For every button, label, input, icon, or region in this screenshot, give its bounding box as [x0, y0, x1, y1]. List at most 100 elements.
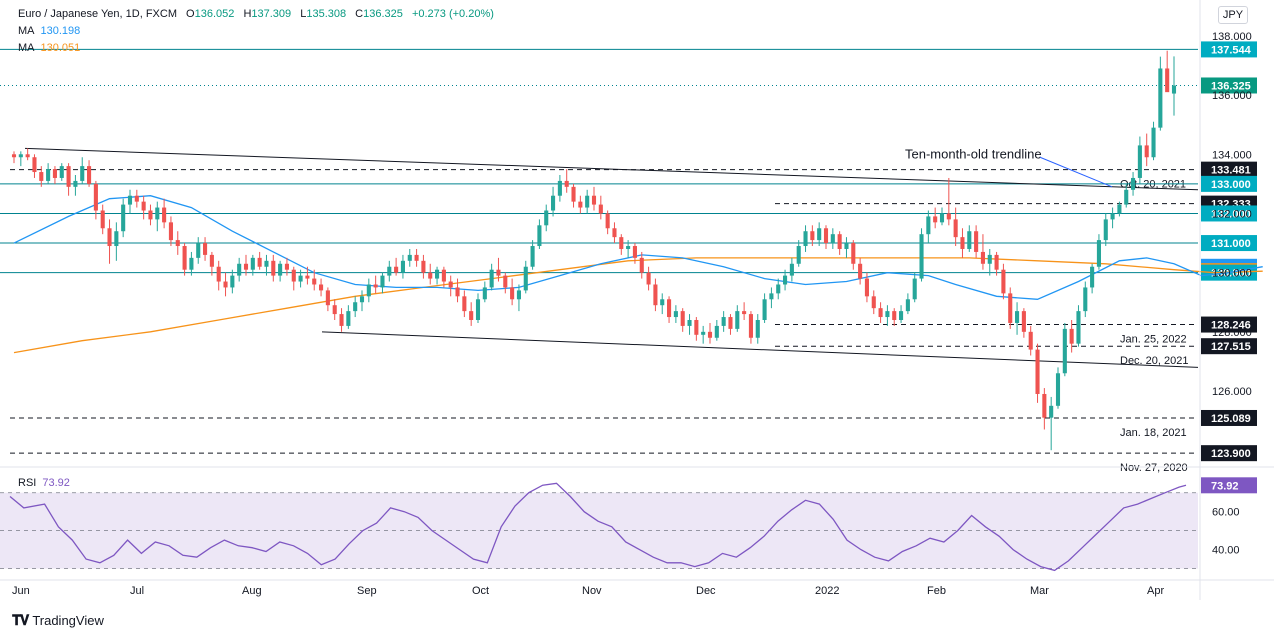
- candle-body[interactable]: [851, 243, 856, 264]
- candle-body[interactable]: [1042, 393, 1047, 418]
- candle-body[interactable]: [899, 311, 904, 320]
- candle-body[interactable]: [878, 308, 883, 318]
- candle-body[interactable]: [448, 281, 453, 288]
- candle-body[interactable]: [748, 314, 753, 338]
- candle-body[interactable]: [1028, 331, 1033, 350]
- candle-body[interactable]: [346, 311, 351, 326]
- candle-body[interactable]: [864, 278, 869, 297]
- candle-body[interactable]: [182, 246, 187, 270]
- candle-body[interactable]: [441, 269, 446, 282]
- candle-body[interactable]: [93, 183, 98, 211]
- candle-body[interactable]: [783, 275, 788, 285]
- candle-body[interactable]: [653, 284, 658, 306]
- candle-body[interactable]: [421, 260, 426, 273]
- candle-body[interactable]: [673, 311, 678, 318]
- candle-body[interactable]: [1015, 311, 1020, 323]
- candle-body[interactable]: [1035, 349, 1040, 394]
- candle-body[interactable]: [387, 266, 392, 276]
- candle-body[interactable]: [960, 237, 965, 249]
- candle-body[interactable]: [134, 195, 139, 202]
- candle-body[interactable]: [523, 266, 528, 291]
- candle-body[interactable]: [612, 228, 617, 238]
- candle-body[interactable]: [366, 284, 371, 297]
- candle-body[interactable]: [141, 201, 146, 211]
- candle-body[interactable]: [1103, 219, 1108, 241]
- candle-body[interactable]: [571, 186, 576, 202]
- candle-body[interactable]: [933, 216, 938, 223]
- candle-body[interactable]: [1062, 328, 1067, 374]
- candle-body[interactable]: [1137, 145, 1142, 178]
- candle-body[interactable]: [605, 213, 610, 229]
- candle-body[interactable]: [325, 290, 330, 306]
- candle-body[interactable]: [148, 210, 153, 220]
- candle-body[interactable]: [701, 331, 706, 335]
- candle-body[interactable]: [987, 254, 992, 264]
- candle-body[interactable]: [196, 243, 201, 258]
- candle-body[interactable]: [803, 231, 808, 247]
- candle-body[interactable]: [114, 231, 119, 247]
- candle-body[interactable]: [994, 254, 999, 270]
- candle-body[interactable]: [830, 234, 835, 244]
- candle-body[interactable]: [46, 169, 51, 181]
- candle-body[interactable]: [639, 257, 644, 273]
- candle-body[interactable]: [127, 195, 133, 205]
- candle-body[interactable]: [462, 296, 467, 312]
- candle-body[interactable]: [510, 287, 515, 300]
- upper-trendline[interactable]: [24, 147, 1199, 191]
- candle-body[interactable]: [892, 311, 897, 320]
- candle-body[interactable]: [489, 269, 494, 288]
- candle-body[interactable]: [1055, 373, 1061, 406]
- candle-body[interactable]: [66, 166, 71, 187]
- candle-body[interactable]: [59, 166, 64, 178]
- candle-body[interactable]: [1151, 127, 1156, 158]
- candle-body[interactable]: [516, 290, 521, 300]
- candle-body[interactable]: [742, 311, 747, 315]
- candle-body[interactable]: [564, 180, 569, 187]
- candle-body[interactable]: [414, 254, 419, 261]
- candle-body[interactable]: [1165, 68, 1170, 93]
- candle-body[interactable]: [203, 243, 208, 255]
- candle-body[interactable]: [912, 278, 917, 300]
- lower-trendline[interactable]: [321, 331, 1199, 368]
- candle-body[interactable]: [264, 260, 269, 267]
- candle-body[interactable]: [953, 219, 958, 238]
- candle-body[interactable]: [591, 195, 597, 205]
- candle-body[interactable]: [87, 166, 92, 184]
- candle-body[interactable]: [394, 266, 399, 273]
- candle-body[interactable]: [298, 275, 303, 282]
- candle-body[interactable]: [598, 204, 603, 214]
- candle-body[interactable]: [469, 311, 474, 320]
- candle-body[interactable]: [632, 246, 637, 258]
- candle-body[interactable]: [694, 320, 699, 335]
- candle-body[interactable]: [39, 172, 44, 181]
- candle-body[interactable]: [755, 320, 760, 338]
- candle-body[interactable]: [967, 231, 972, 249]
- candle-body[interactable]: [291, 269, 296, 282]
- candle-body[interactable]: [789, 263, 794, 276]
- candle-body[interactable]: [373, 284, 378, 288]
- candle-body[interactable]: [80, 166, 85, 181]
- rsi-legend[interactable]: RSI 73.92: [18, 476, 70, 490]
- candle-body[interactable]: [585, 195, 590, 208]
- candle-body[interactable]: [162, 207, 167, 223]
- candle-body[interactable]: [100, 210, 105, 229]
- candle-body[interactable]: [817, 228, 822, 241]
- candle-body[interactable]: [319, 284, 324, 291]
- candle-body[interactable]: [52, 169, 57, 178]
- candle-body[interactable]: [687, 320, 692, 326]
- candle-body[interactable]: [107, 228, 112, 247]
- candle-body[interactable]: [230, 275, 235, 288]
- candle-body[interactable]: [858, 263, 863, 279]
- candle-body[interactable]: [721, 317, 726, 326]
- candle-body[interactable]: [776, 284, 781, 294]
- rsi-pane[interactable]: 60.00 40.00 73.92: [0, 477, 1257, 572]
- candle-body[interactable]: [1131, 177, 1136, 190]
- candle-body[interactable]: [223, 281, 228, 288]
- candle-body[interactable]: [359, 296, 365, 303]
- candle-body[interactable]: [482, 287, 487, 300]
- candle-body[interactable]: [1144, 145, 1149, 158]
- candle-body[interactable]: [557, 180, 562, 196]
- candle-body[interactable]: [168, 222, 173, 241]
